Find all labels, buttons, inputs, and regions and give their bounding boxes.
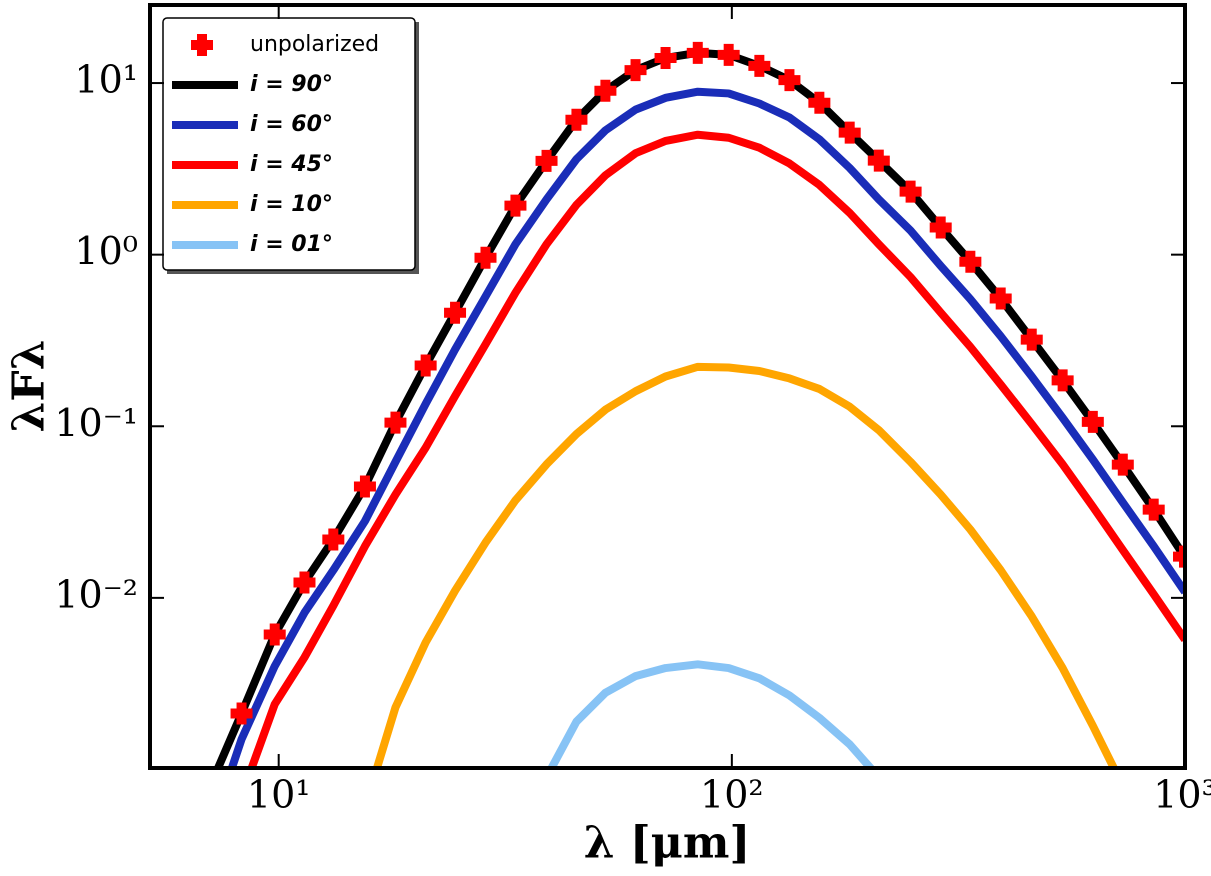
data-point bbox=[474, 246, 497, 269]
data-point bbox=[230, 702, 253, 725]
data-point bbox=[1081, 410, 1104, 433]
series-line bbox=[547, 660, 876, 768]
y-tick-label: 10⁰ bbox=[74, 229, 138, 273]
data-point bbox=[654, 46, 677, 69]
data-point bbox=[899, 180, 922, 203]
x-axis-label: λ [μm] bbox=[584, 818, 751, 869]
plot-frame bbox=[148, 3, 1187, 770]
data-point bbox=[624, 59, 647, 82]
data-point bbox=[867, 149, 890, 172]
legend-label: i = 10° bbox=[250, 192, 333, 217]
legend-label: i = 90° bbox=[250, 72, 333, 97]
data-point bbox=[1173, 545, 1185, 568]
data-point bbox=[535, 149, 558, 172]
data-point bbox=[353, 475, 376, 498]
data-point bbox=[1020, 328, 1043, 351]
data-point bbox=[989, 287, 1012, 310]
legend-label: i = 01° bbox=[250, 232, 333, 257]
y-tick-label: 10⁻² bbox=[54, 572, 138, 616]
data-point bbox=[1142, 498, 1165, 521]
series-line bbox=[372, 362, 1119, 768]
x-tick-label: 10¹ bbox=[247, 773, 311, 817]
data-point bbox=[748, 54, 771, 77]
data-point bbox=[594, 79, 617, 102]
x-tick-label: 10³ bbox=[1153, 773, 1211, 817]
data-point bbox=[1111, 453, 1134, 476]
data-point bbox=[929, 216, 952, 239]
data-point bbox=[565, 108, 588, 131]
data-point bbox=[444, 301, 467, 324]
data-point bbox=[322, 528, 345, 551]
data-point bbox=[959, 250, 982, 273]
legend: unpolarized i = 90° i = 60° i = 45° i = 10° i… bbox=[162, 17, 419, 274]
data-point bbox=[384, 411, 407, 434]
series-line bbox=[227, 87, 1185, 768]
series-line bbox=[247, 130, 1185, 768]
y-axis-label: λFλ bbox=[4, 340, 55, 433]
legend-label: i = 60° bbox=[250, 112, 333, 137]
legend-label: unpolarized bbox=[250, 32, 379, 57]
legend-label: i = 45° bbox=[250, 152, 333, 177]
data-point bbox=[717, 43, 740, 66]
data-point bbox=[263, 623, 286, 646]
data-point bbox=[778, 69, 801, 92]
data-point bbox=[838, 121, 861, 144]
data-point bbox=[686, 41, 709, 64]
data-point bbox=[1051, 369, 1074, 392]
data-point bbox=[293, 571, 316, 594]
plot-area bbox=[213, 41, 1185, 768]
legend-marker bbox=[191, 34, 213, 56]
data-point bbox=[808, 91, 831, 114]
y-tick-label: 10⁻¹ bbox=[54, 401, 138, 445]
data-point bbox=[414, 354, 437, 377]
y-tick-label: 10¹ bbox=[74, 58, 138, 102]
x-tick-label: 10² bbox=[700, 773, 764, 817]
data-point bbox=[504, 194, 527, 217]
